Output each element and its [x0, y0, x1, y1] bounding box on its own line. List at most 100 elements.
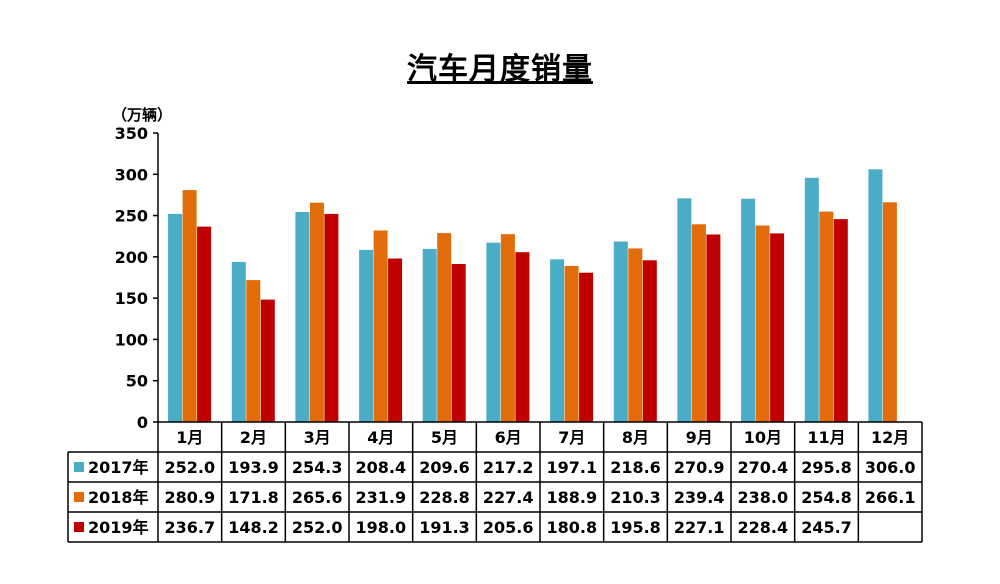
bar-2018年-3月 — [309, 202, 324, 422]
category-label: 12月 — [871, 428, 909, 447]
data-value: 171.8 — [228, 488, 279, 507]
legend-label: 2017年 — [88, 458, 149, 477]
data-value: 148.2 — [228, 518, 279, 537]
y-tick-label: 100 — [115, 330, 148, 349]
y-tick-label: 50 — [126, 372, 148, 391]
bar-2019年-5月 — [451, 264, 466, 422]
y-tick-label: 350 — [115, 124, 148, 143]
bar-2017年-11月 — [804, 177, 819, 422]
y-tick-label: 250 — [115, 207, 148, 226]
data-table: 1月 2月 3月 4月 5月 6月 7月 8月 9月 10月 11月 12月 2017年 252.0 193… — [67, 421, 923, 543]
chart-title: 汽车月度销量 — [407, 52, 593, 87]
bar-2017年-10月 — [741, 198, 756, 422]
data-value: 254.8 — [801, 488, 852, 507]
data-value: 210.3 — [610, 488, 661, 507]
data-value: 209.6 — [419, 458, 470, 477]
bar-2017年-6月 — [486, 242, 501, 422]
bar-2018年-7月 — [564, 266, 579, 422]
bar-2017年-9月 — [677, 198, 692, 422]
bar-2017年-7月 — [550, 259, 565, 422]
y-tick-label: 300 — [115, 165, 148, 184]
data-value: 238.0 — [738, 488, 789, 507]
category-label: 11月 — [807, 428, 845, 447]
data-value: 193.9 — [228, 458, 279, 477]
bar-2018年-11月 — [819, 211, 834, 422]
data-value: 245.7 — [801, 518, 852, 537]
y-tick-label: 0 — [137, 413, 148, 432]
y-tick-label: 150 — [115, 289, 148, 308]
data-value: 254.3 — [292, 458, 343, 477]
bar-2017年-8月 — [613, 241, 628, 422]
bar-2018年-5月 — [437, 233, 452, 422]
data-value: 218.6 — [610, 458, 661, 477]
bar-2017年-5月 — [422, 248, 437, 422]
bar-2019年-4月 — [388, 258, 403, 422]
category-label: 2月 — [240, 428, 267, 447]
axis-layer: 0 50 100 150 200 250 300 350 — [115, 124, 159, 432]
bar-2018年-8月 — [628, 248, 643, 422]
data-value: 252.0 — [165, 458, 216, 477]
category-label: 5月 — [431, 428, 458, 447]
data-value: 227.1 — [674, 518, 725, 537]
bar-2017年-12月 — [868, 169, 883, 422]
bar-2018年-2月 — [246, 280, 261, 422]
category-label: 6月 — [495, 428, 522, 447]
data-value: 306.0 — [865, 458, 916, 477]
data-value: 252.0 — [292, 518, 343, 537]
bar-2019年-10月 — [770, 233, 785, 422]
bar-2018年-12月 — [882, 202, 897, 422]
bar-2019年-1月 — [197, 226, 212, 422]
data-value: 208.4 — [356, 458, 407, 477]
data-value: 266.1 — [865, 488, 916, 507]
data-value: 205.6 — [483, 518, 534, 537]
category-label: 8月 — [622, 428, 649, 447]
data-value: 227.4 — [483, 488, 534, 507]
category-label: 10月 — [744, 428, 782, 447]
y-tick-label: 200 — [115, 248, 148, 267]
bar-2019年-3月 — [324, 213, 339, 422]
data-value: 198.0 — [356, 518, 407, 537]
data-value: 228.4 — [738, 518, 789, 537]
bar-2018年-1月 — [182, 190, 197, 422]
data-value: 270.9 — [674, 458, 725, 477]
legend-swatch-2017年 — [74, 462, 84, 472]
bar-2019年-8月 — [642, 260, 657, 422]
data-value: 217.2 — [483, 458, 534, 477]
bar-2018年-6月 — [500, 234, 515, 422]
data-value: 295.8 — [801, 458, 852, 477]
bar-2017年-1月 — [168, 213, 183, 422]
data-value: 239.4 — [674, 488, 725, 507]
bar-2019年-7月 — [579, 272, 594, 422]
bars-layer — [168, 169, 897, 422]
data-value: 231.9 — [356, 488, 407, 507]
data-value: 280.9 — [165, 488, 216, 507]
legend-swatch-2018年 — [74, 492, 84, 502]
bar-2019年-9月 — [706, 234, 721, 422]
data-value: 180.8 — [547, 518, 598, 537]
bar-2017年-3月 — [295, 212, 310, 422]
bar-2018年-9月 — [691, 224, 706, 422]
bar-2019年-6月 — [515, 252, 530, 422]
category-label: 7月 — [558, 428, 585, 447]
category-label: 3月 — [304, 428, 331, 447]
legend-label: 2019年 — [88, 518, 149, 537]
category-label: 4月 — [367, 428, 394, 447]
data-value: 270.4 — [738, 458, 789, 477]
data-value: 195.8 — [610, 518, 661, 537]
data-value: 236.7 — [165, 518, 216, 537]
bar-2018年-4月 — [373, 230, 388, 422]
bar-2017年-4月 — [359, 249, 374, 422]
data-value: 188.9 — [547, 488, 598, 507]
legend-swatch-2019年 — [74, 522, 84, 532]
category-label: 1月 — [176, 428, 203, 447]
data-value: 265.6 — [292, 488, 343, 507]
bar-2019年-2月 — [260, 299, 275, 422]
data-value: 228.8 — [419, 488, 470, 507]
bar-2017年-2月 — [231, 261, 246, 422]
data-value: 191.3 — [419, 518, 470, 537]
y-axis-unit-label: （万辆） — [112, 106, 173, 124]
bar-2019年-11月 — [833, 219, 848, 422]
bar-2018年-10月 — [755, 225, 770, 422]
legend-label: 2018年 — [88, 488, 149, 507]
